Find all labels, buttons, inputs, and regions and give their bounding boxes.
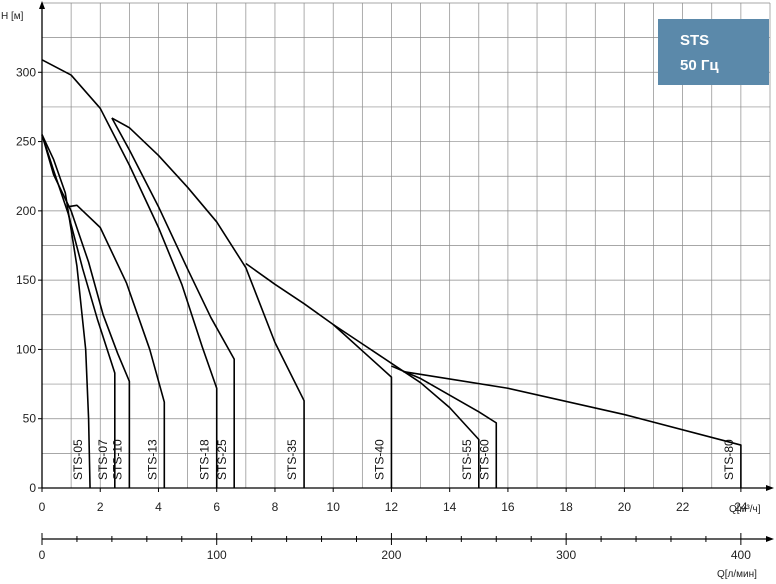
x-tick-label: 20 <box>618 500 632 514</box>
y-tick-label: 250 <box>16 135 36 149</box>
curve-label-sts-60: STS-60 <box>477 439 491 480</box>
x-tick-label: 18 <box>559 500 573 514</box>
x2-axis-title: Q[л/мин] <box>717 569 757 580</box>
badge-background <box>658 19 769 85</box>
x2-tick-label: 400 <box>731 548 751 562</box>
badge-line1: STS <box>680 32 709 49</box>
curve-label-sts-07: STS-07 <box>96 439 110 480</box>
badge-line2: 50 Гц <box>680 57 719 74</box>
curve-label-sts-18: STS-18 <box>198 439 212 480</box>
x2-tick-label: 300 <box>556 548 576 562</box>
x-tick-label: 6 <box>213 500 220 514</box>
curve-label-sts-25: STS-25 <box>215 439 229 480</box>
y-tick-label: 200 <box>16 204 36 218</box>
curve-label-sts-80: STS-80 <box>722 439 736 480</box>
x2-tick-label: 100 <box>207 548 227 562</box>
curve-sts-55 <box>332 323 480 488</box>
x-tick-label: 24 <box>734 500 748 514</box>
curve-sts-40 <box>245 262 393 488</box>
y-tick-label: 50 <box>23 412 37 426</box>
x-tick-label: 0 <box>39 500 46 514</box>
curve-label-sts-35: STS-35 <box>285 439 299 480</box>
x-axis-title: Q[м³/ч] <box>729 504 761 515</box>
axes <box>38 1 774 545</box>
curve-sts-07 <box>41 134 116 488</box>
curve-sts-35 <box>111 117 305 488</box>
curve-label-sts-13: STS-13 <box>145 439 159 480</box>
y-tick-label: 100 <box>16 342 36 356</box>
curves <box>41 59 742 489</box>
x2-axis-arrow <box>766 536 774 542</box>
x-tick-label: 16 <box>501 500 515 514</box>
curve-labels: STS-05 STS-07 STS-10 STS-13 STS-18 STS-25 STS-… <box>71 439 736 480</box>
x-tick-label: 22 <box>676 500 690 514</box>
badge: STS 50 Гц <box>658 19 769 85</box>
y-axis-arrow <box>39 1 45 9</box>
x-tick-label: 14 <box>443 500 457 514</box>
y-axis-title: H [м] <box>1 11 24 22</box>
curve-sts-80 <box>402 370 742 488</box>
curve-label-sts-55: STS-55 <box>460 439 474 480</box>
curve-label-sts-40: STS-40 <box>372 439 386 480</box>
curve-sts-60 <box>391 365 498 488</box>
y-tick-label: 0 <box>29 481 36 495</box>
y-tick-label: 150 <box>16 273 36 287</box>
curve-sts-18 <box>41 59 218 488</box>
curve-sts-25 <box>111 117 235 488</box>
x-axis-arrow <box>766 485 774 491</box>
curve-sts-13 <box>68 204 166 488</box>
x-tick-label: 12 <box>385 500 399 514</box>
x-tick-label: 10 <box>327 500 341 514</box>
x-tick-label: 8 <box>272 500 279 514</box>
curve-sts-05 <box>41 134 91 489</box>
curve-label-sts-05: STS-05 <box>71 439 85 480</box>
curve-sts-10 <box>41 134 131 488</box>
x-tick-label: 2 <box>97 500 104 514</box>
x-tick-label: 4 <box>155 500 162 514</box>
x2-tick-label: 200 <box>381 548 401 562</box>
x2-tick-label: 0 <box>39 548 46 562</box>
y-tick-label: 300 <box>16 65 36 79</box>
curve-label-sts-10: STS-10 <box>110 439 124 480</box>
